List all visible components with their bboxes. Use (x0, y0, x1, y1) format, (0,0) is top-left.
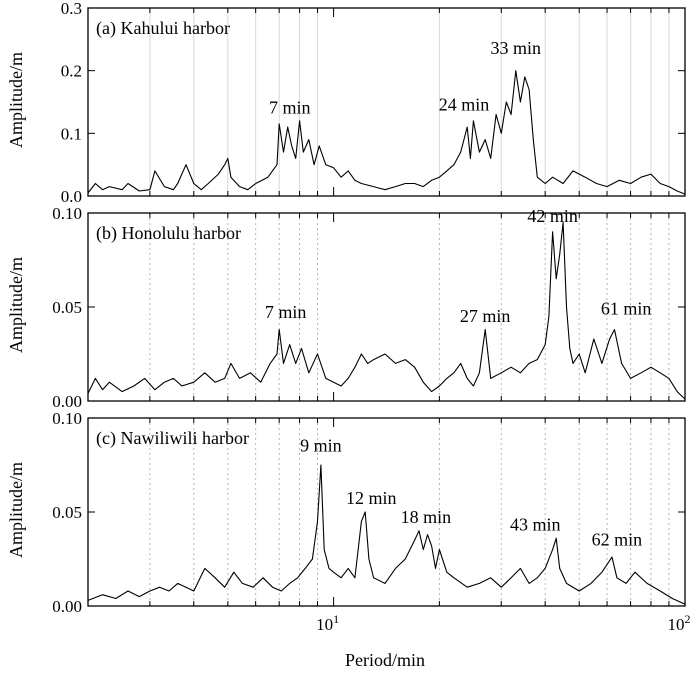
panel-title-b: (b) Honolulu harbor (96, 223, 241, 244)
y-axis-label-c: Amplitude/m (6, 462, 26, 558)
series-line-b (87, 221, 686, 400)
grid-a (149, 8, 670, 196)
peak-annotation: 18 min (401, 507, 452, 527)
x-tick-labels: 101 102 (316, 612, 690, 634)
series-line-c (87, 464, 686, 605)
y-axis-label-a: Amplitude/m (6, 52, 26, 148)
y-tick-label: 0.05 (52, 298, 82, 317)
x-tick-label: 101 (316, 612, 339, 634)
y-tick-label: 0.05 (52, 503, 82, 522)
y-tick-label: 0.1 (61, 124, 82, 143)
y-axis-label-b: Amplitude/m (6, 257, 26, 353)
peak-annotation: 7 min (265, 302, 307, 322)
peak-annotation: 43 min (510, 515, 561, 535)
x-ticks-b (87, 213, 686, 401)
y-tick-label: 0.10 (52, 204, 82, 223)
grid-b (149, 213, 670, 401)
panel-title-a: (a) Kahului harbor (96, 18, 230, 39)
peak-annotation: 7 min (269, 98, 311, 118)
peak-annotation: 33 min (491, 38, 542, 58)
series-line-a (87, 70, 686, 195)
peak-annotation: 61 min (601, 298, 652, 318)
x-axis-label: Period/min (345, 650, 425, 670)
y-tick-label: 0.00 (52, 392, 82, 411)
peak-annotation: 27 min (460, 306, 511, 326)
panel-nawiliwili: 0.00 0.05 0.10 (c) Nawiliwili harbor 9 min 12… (52, 409, 686, 616)
peak-annotation: 12 min (346, 488, 397, 508)
y-tick-label: 0.10 (52, 409, 82, 428)
y-ticks-b: 0.00 0.05 0.10 (52, 204, 685, 411)
x-ticks-c (87, 418, 686, 606)
panel-kahului: 0.0 0.1 0.2 0.3 (a) Kahului harbor 7 min 24 mi… (61, 0, 686, 206)
panel-title-c: (c) Nawiliwili harbor (96, 428, 249, 449)
panel-honolulu: 0.00 0.05 0.10 (b) Honolulu harbor 7 min 27 m… (52, 204, 686, 411)
y-tick-label: 0.0 (61, 187, 82, 206)
y-tick-label: 0.3 (61, 0, 82, 18)
peak-annotation: 24 min (439, 95, 490, 115)
x-ticks-a (87, 8, 686, 196)
axes-frame-a (87, 7, 686, 197)
x-tick-label: 102 (668, 612, 691, 634)
y-ticks-c: 0.00 0.05 0.10 (52, 409, 685, 616)
peak-annotation: 62 min (592, 530, 643, 550)
y-tick-label: 0.00 (52, 597, 82, 616)
y-tick-label: 0.2 (61, 62, 82, 81)
peak-annotation: 9 min (300, 436, 342, 456)
y-ticks-a: 0.0 0.1 0.2 0.3 (61, 0, 685, 206)
peak-annotation: 42 min (527, 206, 578, 226)
